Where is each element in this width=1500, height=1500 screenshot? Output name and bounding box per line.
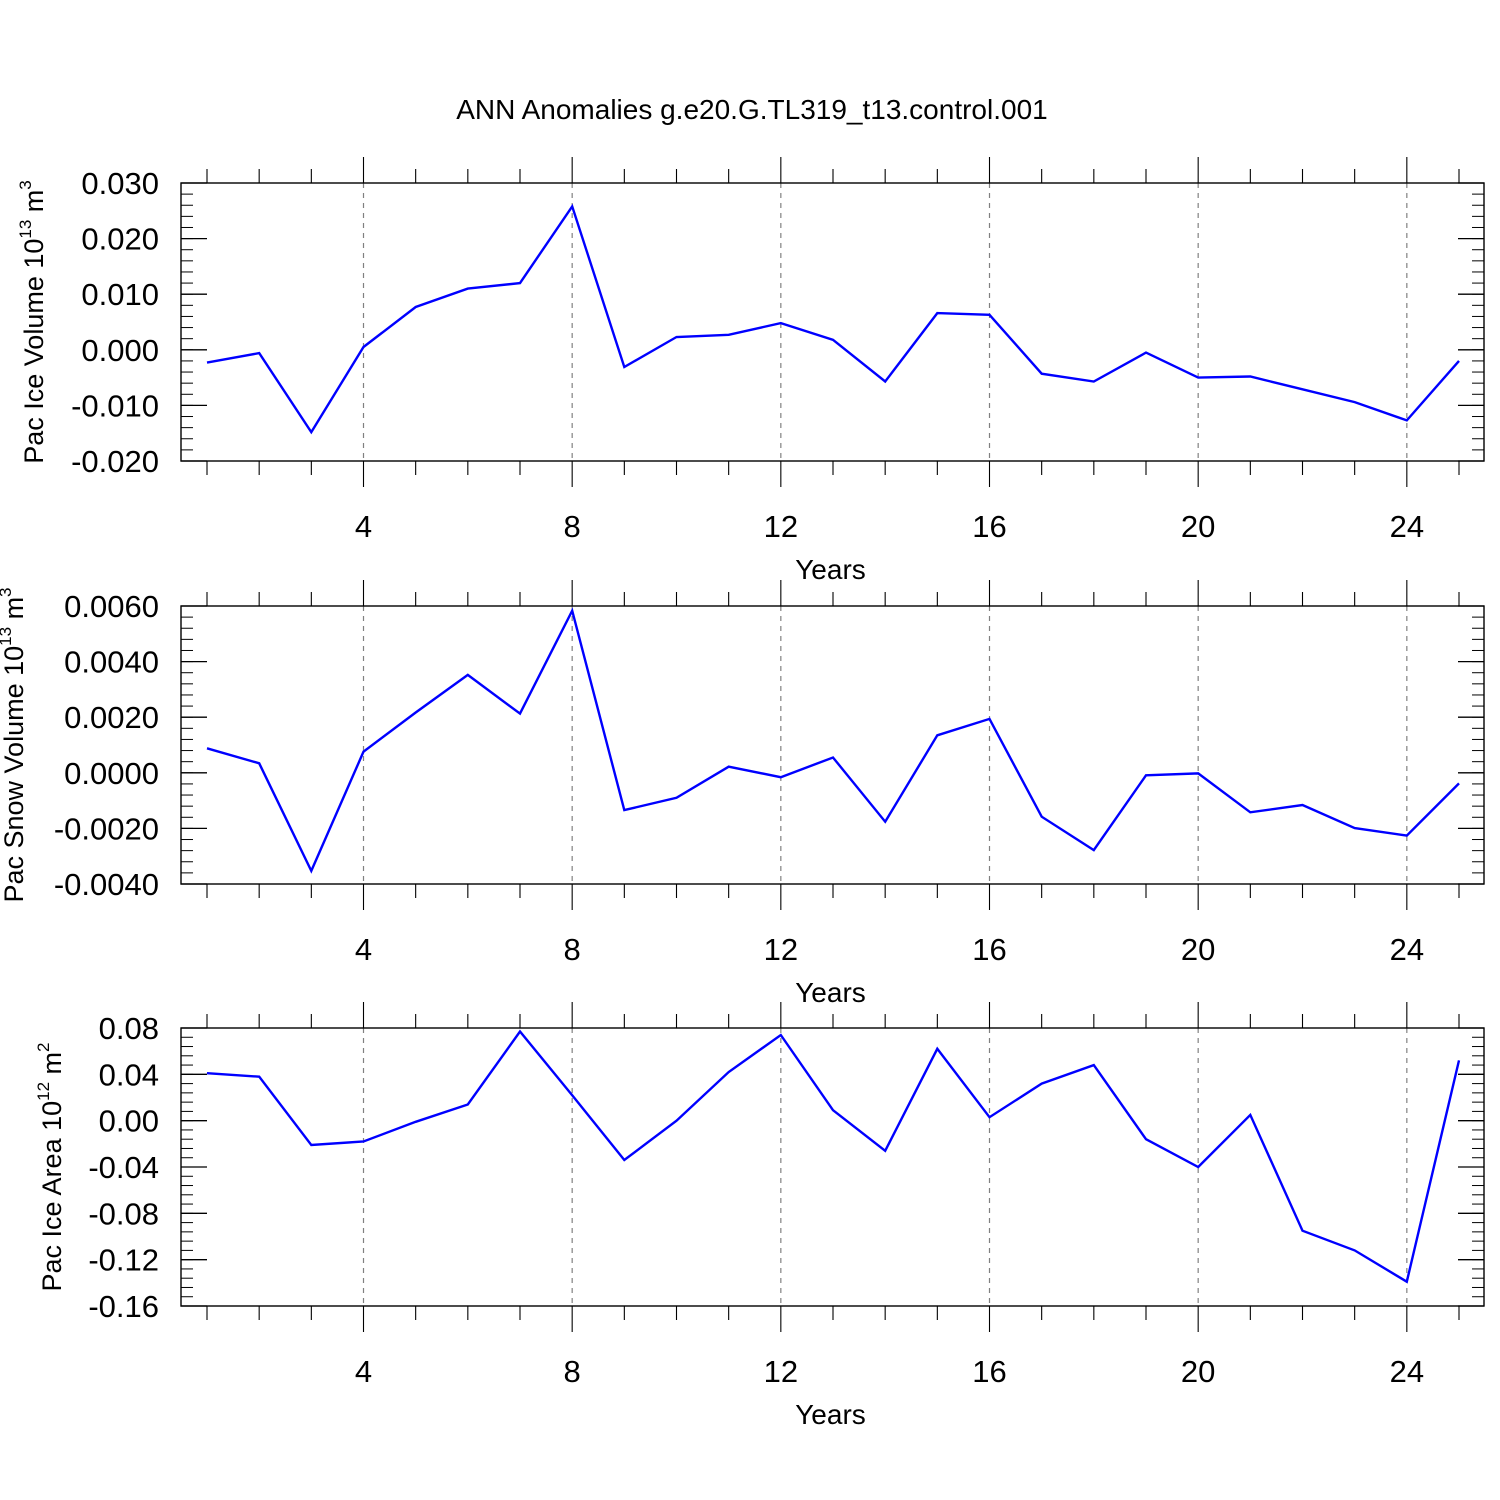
y-tick-label: -0.010 (71, 388, 159, 423)
y-axis-label: Pac Ice Volume 1013 m3 (16, 180, 49, 464)
x-tick-label: 4 (355, 1354, 372, 1389)
x-tick-label: 24 (1390, 932, 1424, 967)
y-tick-label: -0.04 (88, 1150, 159, 1185)
y-tick-label: -0.0020 (54, 811, 159, 846)
x-tick-label: 12 (764, 509, 798, 544)
y-axis-label-text: Pac Ice Area 10 (37, 1101, 67, 1292)
x-tick-label: 4 (355, 932, 372, 967)
x-tick-label: 24 (1390, 509, 1424, 544)
x-tick-label: 8 (564, 1354, 581, 1389)
y-tick-label: 0.000 (81, 333, 159, 368)
x-tick-label: 8 (564, 509, 581, 544)
x-axis-label: Years (795, 1399, 866, 1430)
y-tick-label: 0.010 (81, 277, 159, 312)
panel-snow-volume: 0.0060 0.0040 0.0020 0.0000 -0.0020 -0.0040 4 8… (0, 580, 1485, 1008)
y-axis-label-unit: m (37, 1052, 67, 1082)
x-tick-label: 12 (764, 1354, 798, 1389)
plot-frame (180, 605, 1485, 885)
x-tick-label: 20 (1181, 1354, 1215, 1389)
x-tick-label: 24 (1390, 1354, 1424, 1389)
series-line (206, 203, 1460, 435)
y-tick-label: 0.030 (81, 166, 159, 201)
plot-frame (180, 182, 1485, 462)
x-tick-label: 16 (972, 932, 1006, 967)
figure-title: ANN Anomalies g.e20.G.TL319_t13.control.… (456, 94, 1047, 125)
y-tick-label: 0.0060 (64, 589, 159, 624)
y-tick-label: 0.0020 (64, 700, 159, 735)
y-tick-label: 0.08 (99, 1011, 159, 1046)
x-tick-label: 4 (355, 509, 372, 544)
y-tick-label: 0.00 (99, 1104, 159, 1139)
x-tick-label: 8 (564, 932, 581, 967)
panel-ice-volume: 0.030 0.020 0.010 0.000 -0.010 -0.020 4 8 12 16 20… (16, 157, 1485, 585)
x-tick-label: 20 (1181, 509, 1215, 544)
x-axis-label: Years (795, 977, 866, 1008)
y-tick-label: 0.04 (99, 1057, 159, 1092)
y-axis-label-unit: m (19, 190, 49, 220)
x-axis-label: Years (795, 554, 866, 585)
y-axis-label: Pac Snow Volume 1013 m3 (0, 587, 29, 902)
y-tick-label: -0.0040 (54, 867, 159, 902)
y-axis-label: Pac Ice Area 1012 m2 (34, 1042, 67, 1291)
plot-frame (180, 1027, 1485, 1307)
y-axis-label-unit-exponent: 3 (0, 587, 15, 596)
x-tick-label: 12 (764, 932, 798, 967)
y-axis-label-unit-exponent: 2 (34, 1042, 53, 1051)
y-tick-label: -0.020 (71, 444, 159, 479)
x-tick-label: 16 (972, 1354, 1006, 1389)
y-tick-label: 0.0040 (64, 645, 159, 680)
series-line (206, 1029, 1461, 1284)
y-tick-label: -0.12 (88, 1243, 159, 1278)
y-axis-label-unit: m (0, 597, 29, 627)
y-axis-label-exponent: 13 (0, 627, 15, 646)
y-axis-label-text: Pac Snow Volume 10 (0, 646, 29, 903)
series-line (206, 607, 1460, 874)
y-axis-label-exponent: 12 (34, 1082, 53, 1101)
y-tick-label: 0.0000 (64, 756, 159, 791)
y-axis-label-exponent: 13 (16, 220, 35, 239)
panel-ice-area: 0.08 0.04 0.00 -0.04 -0.08 -0.12 -0.16 4 8 12 16 20… (34, 1002, 1485, 1430)
y-axis-label-text: Pac Ice Volume 10 (19, 239, 49, 464)
x-tick-label: 16 (972, 509, 1006, 544)
y-tick-label: 0.020 (81, 222, 159, 257)
y-tick-label: -0.16 (88, 1289, 159, 1324)
x-tick-label: 20 (1181, 932, 1215, 967)
y-tick-label: -0.08 (88, 1196, 159, 1231)
y-axis-label-unit-exponent: 3 (16, 180, 35, 189)
